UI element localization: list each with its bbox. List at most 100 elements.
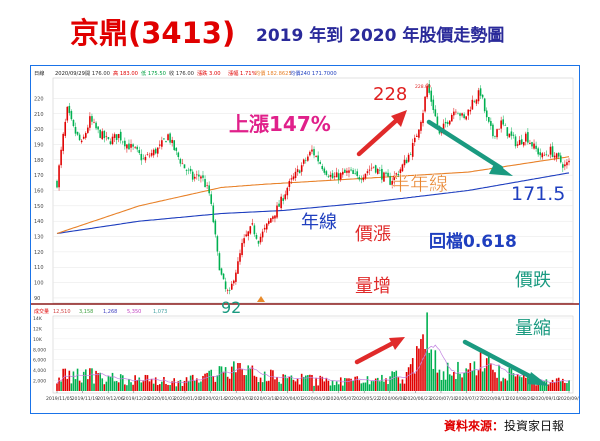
volume-bar [89,368,91,391]
volume-bar [105,381,108,391]
candle-body [360,179,363,180]
volume-bar [185,377,188,391]
volume-bar [245,375,247,391]
candle-body [518,140,521,146]
candle-body [146,154,149,155]
volume-bar [535,385,537,391]
candle-body [481,94,484,98]
volume-bar [93,383,95,391]
candle-body [455,111,457,113]
volume-bar [278,381,280,391]
volume-tick-label: 2,000 [33,379,46,385]
candle-body [348,170,350,173]
candle-body [150,153,153,156]
candle-body [520,139,523,145]
candle-body [498,128,500,130]
volume-bar [87,379,89,391]
volume-bar [58,377,60,391]
candle-body [333,176,336,178]
candle-body [105,136,108,137]
candle-body [319,162,321,164]
candle-body [191,171,194,180]
volume-bar [216,375,219,391]
candle-body [140,153,143,161]
candle-body [566,162,568,166]
candle-body [342,171,344,175]
candle-body [356,171,359,176]
candle-body [121,141,124,143]
arrow-green-price-head [489,162,513,176]
candle-body [354,173,356,174]
volume-bar [191,374,194,391]
volume-bar [161,381,163,391]
candle-body [459,113,461,116]
volume-label: 成交量 [34,308,49,315]
candle-body [465,116,467,120]
volume-tick-label: 4,000 [33,368,46,374]
volume-bar [142,380,145,391]
candle-body [154,148,157,154]
volume-y-axis: 14K 12K 10K 8,000 6,000 4,000 2,000 [33,316,46,385]
candle-body [300,165,303,172]
volume-bar [333,385,336,391]
candle-body [93,121,95,123]
candle-body [267,220,270,224]
annotation-half-year-value: 171.5 [511,183,565,205]
x-tick-label: 2020/04/20 [302,396,329,402]
info-change: 漲跌 3.00 [197,69,221,77]
candle-body [66,106,69,121]
volume-bar [288,376,291,391]
volume-tick-label: 10K [33,337,43,343]
volume-bar [401,379,404,391]
candle-body [418,129,420,138]
volume-bar [119,374,122,391]
volume-bar [494,372,496,391]
header: 京鼎(3413) 2019 年到 2020 年股價走勢圖 [0,0,600,56]
candle-body [181,163,184,165]
candle-body [218,253,221,271]
candle-body [385,172,387,174]
volume-bar [520,377,523,391]
volume-bar [72,371,75,391]
volume-bar [251,365,254,391]
volume-bar [368,384,371,391]
volume-bar [529,379,531,391]
candle-body [119,131,122,141]
candle-body [132,144,134,147]
volume-bar [70,383,73,391]
candle-body [107,137,110,139]
candle-body [302,159,305,164]
volume-bar [76,368,79,391]
volume-bar [103,384,106,391]
candle-body [434,109,437,117]
candle-body [210,194,213,204]
chart-frame: 日線 2020/09/29 開 176.00 高 183.00 低 175.50… [30,65,580,414]
candle-body [483,98,486,112]
candle-body [165,141,167,143]
volume-bar [169,385,171,391]
volume-bar [99,372,101,391]
candle-body [327,176,330,178]
candle-body [485,110,488,118]
volume-bar [280,383,282,391]
volume-ma-line [56,344,570,384]
candle-body [241,242,243,256]
info-close: 收 176.00 [169,69,194,77]
volume-bar [146,375,149,391]
x-tick-label: 2020/03/03 [225,396,252,402]
candle-body [512,134,515,136]
volume-bar [479,348,482,391]
volume-bar [352,380,354,391]
volume-bar [107,376,110,391]
candle-body [193,176,196,179]
volume-bar [543,381,546,391]
x-axis: 2019/11/05 2019/11/19 2019/12/06 2019/12/20… [46,391,579,402]
x-tick-label: 2020/08/26 [507,396,534,402]
volume-bar [233,361,235,391]
volume-bar [91,368,93,391]
candle-body [358,177,361,180]
candle-body [344,169,346,173]
candle-body [446,122,449,124]
candle-body [525,133,527,142]
candle-body [239,253,241,262]
